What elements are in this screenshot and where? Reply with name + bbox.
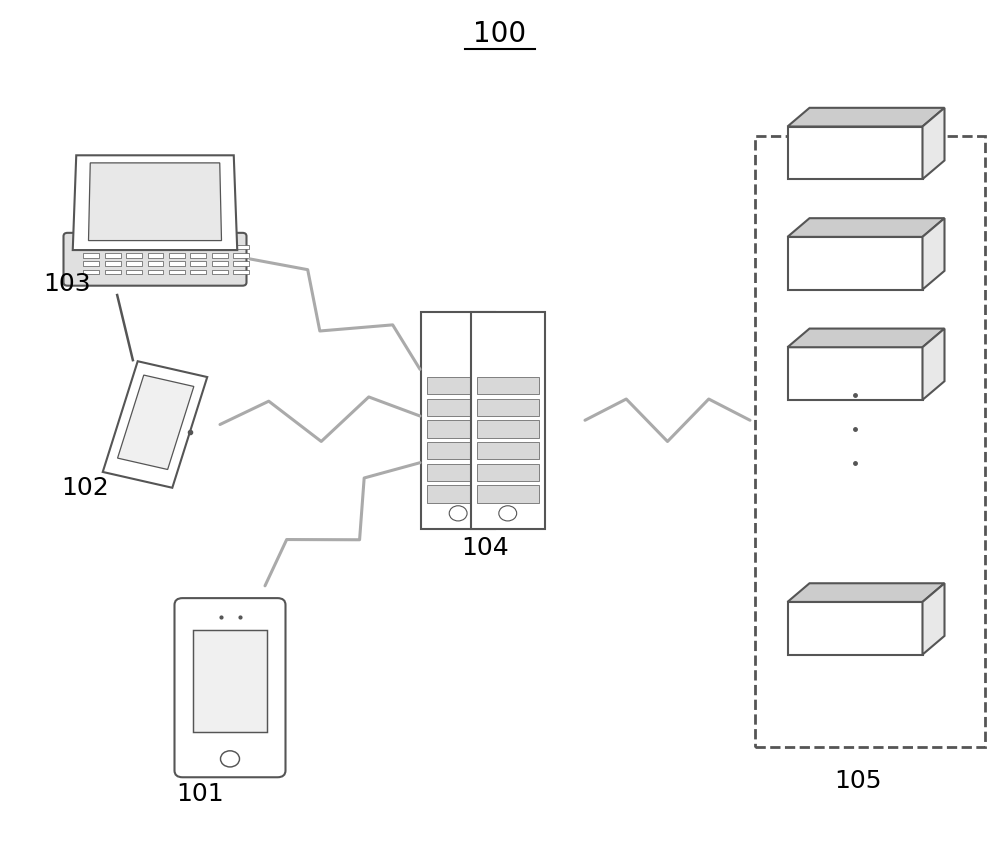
Text: 103: 103 <box>43 273 91 296</box>
Bar <box>427 399 489 416</box>
Bar <box>126 245 142 250</box>
Bar <box>83 245 99 250</box>
Bar <box>83 270 99 274</box>
Bar <box>755 136 985 747</box>
FancyBboxPatch shape <box>175 599 286 778</box>
Bar <box>126 261 142 266</box>
Bar <box>427 464 489 481</box>
Bar <box>427 377 489 394</box>
Bar <box>233 270 249 274</box>
Bar <box>190 245 206 250</box>
Bar <box>126 253 142 257</box>
Polygon shape <box>788 218 944 237</box>
Bar <box>148 270 163 274</box>
Bar <box>169 245 185 250</box>
Bar <box>212 270 228 274</box>
Polygon shape <box>788 329 944 347</box>
Polygon shape <box>922 108 944 179</box>
Polygon shape <box>89 163 222 240</box>
Bar <box>477 464 539 481</box>
Bar <box>477 420 539 437</box>
Bar <box>83 261 99 266</box>
Circle shape <box>499 506 517 521</box>
Bar <box>105 261 121 266</box>
Bar <box>190 270 206 274</box>
Text: 104: 104 <box>461 536 509 559</box>
Bar <box>190 261 206 266</box>
Bar <box>233 245 249 250</box>
Circle shape <box>220 751 240 767</box>
Bar <box>471 312 545 528</box>
Bar <box>788 237 922 290</box>
Bar <box>105 245 121 250</box>
Bar <box>169 261 185 266</box>
Bar <box>148 245 163 250</box>
FancyBboxPatch shape <box>64 233 246 285</box>
Bar <box>427 486 489 503</box>
Bar <box>148 261 163 266</box>
Bar <box>212 261 228 266</box>
Bar <box>233 261 249 266</box>
Bar <box>421 312 495 528</box>
Bar <box>212 245 228 250</box>
Text: 101: 101 <box>176 782 224 806</box>
Bar <box>105 270 121 274</box>
Text: 102: 102 <box>61 476 109 500</box>
Text: 105: 105 <box>834 769 882 793</box>
Bar <box>212 253 228 257</box>
Polygon shape <box>922 583 944 655</box>
Bar <box>233 253 249 257</box>
Bar <box>477 399 539 416</box>
Polygon shape <box>788 108 944 127</box>
Bar <box>105 253 121 257</box>
Text: 100: 100 <box>473 20 527 48</box>
Bar <box>788 602 922 655</box>
Bar <box>190 253 206 257</box>
Bar <box>148 253 163 257</box>
Bar <box>788 127 922 179</box>
Bar <box>788 347 922 400</box>
Bar <box>477 486 539 503</box>
Bar <box>193 630 267 733</box>
Polygon shape <box>922 218 944 290</box>
Polygon shape <box>103 361 207 488</box>
Bar <box>477 377 539 394</box>
Bar <box>477 441 539 459</box>
Bar <box>126 270 142 274</box>
Bar <box>169 270 185 274</box>
Bar <box>427 420 489 437</box>
Polygon shape <box>118 375 194 469</box>
Bar <box>83 253 99 257</box>
Polygon shape <box>788 583 944 602</box>
Bar <box>427 441 489 459</box>
Circle shape <box>449 506 467 521</box>
Polygon shape <box>922 329 944 400</box>
Polygon shape <box>73 155 237 250</box>
Bar <box>169 253 185 257</box>
